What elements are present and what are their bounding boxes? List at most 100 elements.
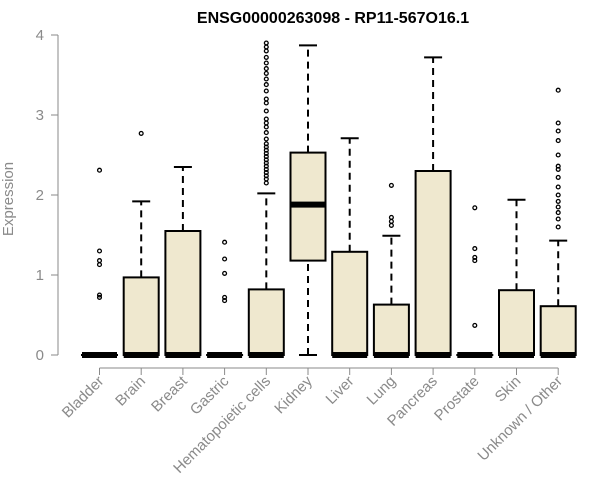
outlier-point — [222, 239, 228, 245]
outlier-point — [263, 136, 269, 142]
y-tick-label: 0 — [36, 347, 44, 364]
x-tick-label: Prostate — [431, 373, 483, 425]
outlier-point — [222, 270, 228, 276]
x-tick-label: Liver — [323, 373, 358, 408]
outlier-point — [263, 100, 269, 106]
box-body — [247, 288, 285, 356]
y-axis-label: Expression — [0, 162, 17, 236]
outlier-point — [388, 218, 394, 224]
median-line — [415, 352, 451, 358]
outlier-point — [555, 174, 561, 180]
box-breast — [164, 166, 202, 358]
box-gastric — [206, 239, 244, 358]
outlier-point — [263, 60, 269, 66]
outlier-point — [555, 87, 561, 93]
outlier-point — [555, 128, 561, 134]
outlier-point — [96, 262, 103, 268]
outlier-point — [388, 214, 394, 220]
outlier-point — [263, 48, 269, 54]
outlier-point — [472, 322, 478, 328]
x-tick-label: Kidney — [271, 372, 316, 417]
outlier-point — [555, 210, 561, 216]
median-line — [290, 201, 326, 208]
x-tick-label: Skin — [492, 373, 525, 406]
box-prostate — [456, 205, 494, 358]
box-body — [414, 170, 452, 356]
outlier-point — [263, 120, 269, 126]
outlier-point — [222, 256, 228, 262]
median-line — [165, 352, 201, 358]
outlier-point — [263, 76, 269, 82]
outlier-point — [472, 254, 478, 260]
box-unknown-other — [539, 87, 577, 358]
chart-title: ENSG00000263098 - RP11-567O16.1 — [197, 10, 469, 27]
outlier-point — [472, 246, 478, 252]
x-tick-label: Lung — [364, 373, 400, 409]
box-body — [372, 303, 410, 357]
outlier-point — [555, 192, 561, 198]
boxes — [81, 40, 577, 358]
box-pancreas — [414, 56, 452, 358]
outlier-point — [472, 205, 478, 211]
outlier-point — [555, 152, 561, 158]
outlier-point — [388, 222, 394, 228]
outlier-point — [263, 141, 269, 147]
box-body — [539, 305, 577, 357]
median-line — [248, 352, 284, 358]
outlier-point — [263, 70, 269, 76]
median-line — [373, 352, 409, 358]
box-bladder — [81, 167, 118, 358]
median-line — [332, 352, 368, 358]
outlier-point — [263, 88, 269, 94]
x-tick-label: Bladder — [59, 373, 108, 422]
outlier-point — [263, 130, 269, 136]
x-tick-label: Brain — [112, 373, 149, 410]
y-tick-label: 4 — [36, 27, 44, 44]
outlier-point — [263, 116, 269, 122]
outlier-point — [263, 44, 269, 50]
y-tick-label: 1 — [36, 267, 44, 284]
box-body — [331, 250, 369, 356]
box-hematopoietic-cells — [247, 40, 285, 358]
outlier-point — [388, 182, 394, 188]
x-tick-label: Breast — [148, 372, 191, 415]
median-line — [123, 352, 159, 358]
outlier-point — [555, 163, 561, 169]
outlier-point — [96, 258, 103, 264]
outlier-point — [263, 82, 269, 88]
box-brain — [122, 130, 160, 358]
box-liver — [331, 137, 369, 358]
outlier-point — [263, 96, 269, 102]
outlier-point — [555, 216, 561, 222]
box-skin — [498, 198, 535, 358]
outlier-point — [263, 54, 269, 60]
y-tick-label: 2 — [36, 187, 44, 204]
outlier-point — [263, 40, 269, 46]
outlier-point — [555, 198, 561, 204]
box-lung — [372, 182, 410, 358]
outlier-point — [222, 294, 228, 300]
box-body — [498, 289, 535, 357]
median-line — [207, 352, 243, 358]
box-kidney — [289, 44, 327, 356]
outlier-point — [555, 120, 561, 126]
median-line — [540, 352, 576, 358]
outlier-point — [96, 292, 103, 298]
outlier-point — [263, 180, 269, 186]
outlier-point — [96, 167, 103, 173]
outlier-point — [96, 248, 103, 254]
median-line — [82, 352, 117, 358]
outlier-point — [96, 294, 103, 300]
y-axis: 0 1 2 3 4 — [36, 27, 59, 364]
outlier-point — [263, 66, 269, 72]
median-line — [457, 352, 493, 358]
y-tick-label: 3 — [36, 107, 44, 124]
box-body — [164, 230, 202, 356]
box-body — [122, 276, 160, 356]
outlier-point — [555, 184, 561, 190]
outlier-point — [263, 108, 269, 114]
outlier-point — [263, 124, 269, 130]
outlier-point — [138, 130, 144, 136]
